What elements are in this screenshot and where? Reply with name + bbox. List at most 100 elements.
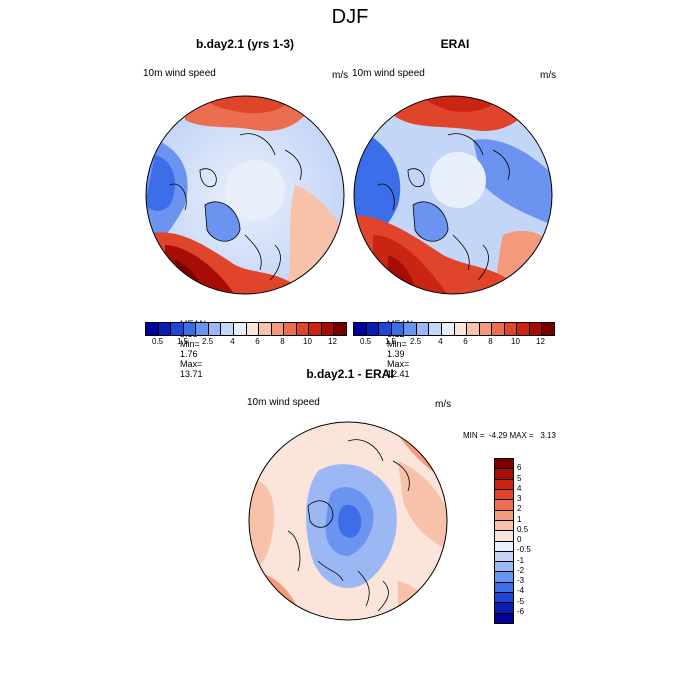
colorbar-segment bbox=[284, 323, 297, 335]
colorbar-segment bbox=[495, 613, 513, 623]
colorbar-tick-label: 2.5 bbox=[409, 337, 422, 346]
colorbar-segment bbox=[208, 323, 222, 335]
panel-2-title: ERAI bbox=[440, 37, 470, 51]
colorbar-tick-label: -0.5 bbox=[517, 545, 531, 555]
panel-1-colorbar-ticks: 0.5 1.5 2.5 4 6 8 10 12 bbox=[145, 337, 345, 349]
colorbar-tick-label: 0 bbox=[517, 535, 522, 544]
colorbar-segment bbox=[495, 593, 513, 604]
colorbar-segment bbox=[495, 510, 513, 521]
colorbar-segment bbox=[495, 582, 513, 594]
colorbar-segment bbox=[529, 323, 543, 335]
colorbar-segment bbox=[495, 562, 513, 573]
colorbar-tick-label: 10 bbox=[303, 337, 312, 346]
colorbar-tick-label: 2.5 bbox=[201, 337, 214, 346]
panel-2-min: 1.39 bbox=[387, 349, 405, 359]
colorbar-segment bbox=[495, 489, 513, 501]
panel-3-colorbar bbox=[494, 458, 514, 624]
colorbar-segment bbox=[366, 323, 380, 335]
panel-3-variable-label: 10m wind speed bbox=[247, 397, 320, 408]
panel-2-max-label: Max= bbox=[387, 359, 410, 369]
colorbar-tick-label: 6 bbox=[463, 337, 468, 346]
colorbar-segment bbox=[441, 323, 455, 335]
colorbar-segment bbox=[467, 323, 480, 335]
colorbar-tick-label: -4 bbox=[517, 586, 525, 596]
colorbar-segment bbox=[495, 551, 513, 563]
panel-2-colorbar-ticks: 0.5 1.5 2.5 4 6 8 10 12 bbox=[353, 337, 553, 349]
colorbar-tick-label: 6 bbox=[517, 463, 522, 473]
panel-1-colorbar bbox=[145, 322, 347, 336]
colorbar-segment bbox=[246, 323, 260, 335]
colorbar-segment bbox=[416, 323, 430, 335]
colorbar-tick-label: 3 bbox=[517, 494, 522, 503]
colorbar-tick-label: 0.5 bbox=[151, 337, 164, 346]
colorbar-segment bbox=[259, 323, 272, 335]
panel-3-title: b.day2.1 - ERAI bbox=[306, 367, 394, 381]
colorbar-segment bbox=[309, 323, 322, 335]
panel-2-min-label: Min= bbox=[387, 339, 407, 349]
colorbar-segment bbox=[221, 323, 234, 335]
colorbar-segment bbox=[158, 323, 172, 335]
colorbar-tick-label: 4 bbox=[517, 483, 522, 493]
colorbar-tick-label: 12 bbox=[536, 337, 545, 346]
panel-1-min: 1.76 bbox=[180, 349, 198, 359]
colorbar-tick-label: -3 bbox=[517, 576, 525, 585]
panel-3-colorbar-ticks: 6 5 4 3 2 1 0.5 0 -0.5 -1 -2 -3 -4 -5 -6 bbox=[517, 458, 547, 622]
colorbar-tick-label: 0.5 bbox=[359, 337, 372, 346]
colorbar-segment bbox=[517, 323, 530, 335]
colorbar-tick-label: 1.5 bbox=[176, 337, 189, 346]
colorbar-segment bbox=[334, 323, 346, 335]
colorbar-segment bbox=[183, 323, 197, 335]
colorbar-segment bbox=[479, 323, 493, 335]
panel-1-polar-map bbox=[145, 95, 345, 295]
colorbar-segment bbox=[271, 323, 285, 335]
colorbar-tick-label: 10 bbox=[511, 337, 520, 346]
panel-2-polar-map bbox=[353, 95, 553, 295]
colorbar-segment bbox=[146, 323, 159, 335]
colorbar-segment bbox=[233, 323, 247, 335]
panel-2-unit-label: m/s bbox=[540, 70, 557, 81]
colorbar-tick-label: 1 bbox=[517, 514, 522, 524]
colorbar-segment bbox=[492, 323, 505, 335]
colorbar-tick-label: 0.5 bbox=[517, 524, 529, 534]
colorbar-segment bbox=[454, 323, 468, 335]
panel-1-variable-label: 10m wind speed bbox=[143, 68, 216, 79]
panel-1-min-label: Min= bbox=[180, 339, 200, 349]
colorbar-tick-label: 5 bbox=[517, 473, 522, 483]
colorbar-tick-label: -1 bbox=[517, 555, 525, 565]
colorbar-tick-label: 8 bbox=[488, 337, 493, 346]
colorbar-segment bbox=[495, 572, 513, 583]
panel-3-polar-map bbox=[248, 421, 448, 621]
colorbar-segment bbox=[391, 323, 405, 335]
colorbar-segment bbox=[296, 323, 310, 335]
colorbar-segment bbox=[495, 603, 513, 614]
colorbar-segment bbox=[495, 531, 513, 542]
colorbar-segment bbox=[196, 323, 209, 335]
colorbar-segment bbox=[171, 323, 184, 335]
panel-1-max: 13.71 bbox=[180, 369, 203, 379]
colorbar-segment bbox=[495, 459, 513, 470]
colorbar-segment bbox=[542, 323, 554, 335]
colorbar-segment bbox=[379, 323, 392, 335]
colorbar-tick-label: 2 bbox=[517, 504, 522, 514]
colorbar-segment bbox=[495, 541, 513, 552]
colorbar-segment bbox=[495, 520, 513, 532]
colorbar-tick-label: 8 bbox=[280, 337, 285, 346]
colorbar-tick-label: -5 bbox=[517, 596, 525, 606]
colorbar-tick-label: 1.5 bbox=[384, 337, 397, 346]
colorbar-segment bbox=[404, 323, 417, 335]
panel-3-unit-label: m/s bbox=[435, 399, 452, 410]
colorbar-segment bbox=[504, 323, 518, 335]
colorbar-tick-label: 4 bbox=[230, 337, 235, 346]
colorbar-tick-label: 6 bbox=[255, 337, 260, 346]
colorbar-tick-label: -2 bbox=[517, 565, 525, 575]
colorbar-tick-label: -6 bbox=[517, 606, 525, 616]
panel-1-title: b.day2.1 (yrs 1-3) bbox=[195, 37, 295, 51]
colorbar-segment bbox=[321, 323, 335, 335]
colorbar-segment bbox=[429, 323, 442, 335]
page-title: DJF bbox=[331, 6, 369, 28]
colorbar-segment bbox=[354, 323, 367, 335]
panel-1-unit-label: m/s bbox=[332, 70, 349, 81]
panel-3-minmax: MIN = -4.29 MAX = 3.13 bbox=[463, 431, 556, 440]
panel-1-max-label: Max= bbox=[180, 359, 203, 369]
colorbar-segment bbox=[495, 500, 513, 511]
